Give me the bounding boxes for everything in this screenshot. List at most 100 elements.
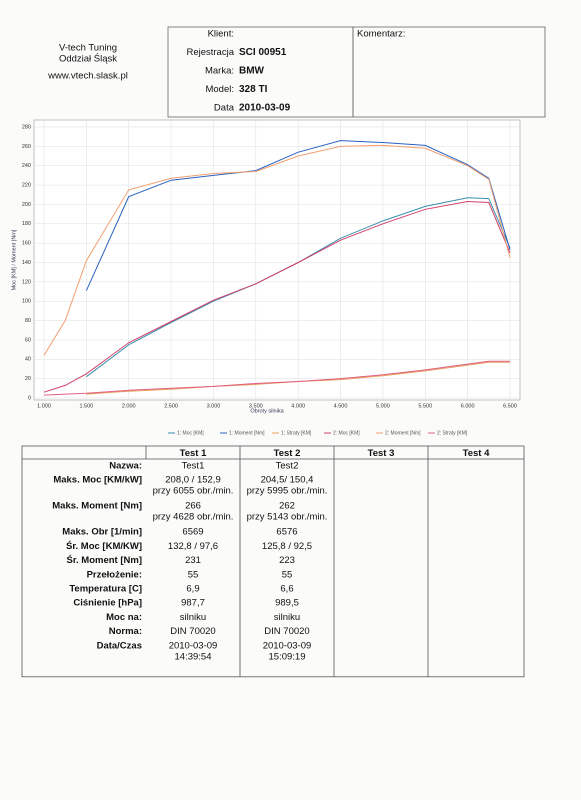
- series-line: [43, 200, 511, 393]
- y-tick-label: 140: [22, 260, 31, 266]
- field-value: SCI 00951: [239, 47, 287, 58]
- legend-label: 2: Straty [KM]: [437, 430, 468, 436]
- cell-text: 266: [185, 501, 201, 512]
- y-tick-label: 120: [22, 279, 31, 285]
- y-tick-label: 40: [25, 357, 31, 363]
- x-tick-label: 1.000: [37, 403, 51, 409]
- y-tick-label: 240: [22, 163, 31, 169]
- field-label: Model:: [205, 84, 234, 95]
- row-label: Maks. Moment [Nm]: [52, 501, 142, 512]
- field-value: 2010-03-09: [239, 103, 291, 114]
- cell-text: 2010-03-09: [169, 640, 218, 651]
- y-tick-label: 180: [22, 221, 31, 227]
- cell-text: silniku: [274, 612, 300, 623]
- field-label: Klient:: [208, 29, 234, 40]
- row-label: Śr. Moc [KM/KW]: [66, 540, 142, 552]
- column-header: Test 4: [463, 448, 490, 459]
- cell-text: 987,7: [181, 598, 205, 609]
- x-axis-label: Obroty silnika: [250, 408, 284, 414]
- legend-label: 1: Moment [Nm]: [229, 430, 265, 436]
- row-label: Moc na:: [106, 612, 142, 623]
- cell-text: 6569: [182, 527, 203, 538]
- series-line: [85, 140, 511, 291]
- cell-text: DIN 70020: [170, 626, 215, 637]
- row-label: Norma:: [109, 626, 142, 637]
- cell-text: 6576: [276, 527, 297, 538]
- series-line: [43, 144, 511, 356]
- row-label: Ciśnienie [hPa]: [73, 598, 142, 609]
- cell-text: Test2: [276, 461, 299, 472]
- field-value: 328 TI: [239, 84, 268, 95]
- y-tick-label: 0: [28, 395, 31, 401]
- cell-text: przy 5143 obr./min.: [247, 512, 328, 523]
- series-line: [43, 360, 510, 396]
- x-tick-label: 1.500: [79, 403, 93, 409]
- table-frame: [21, 445, 525, 678]
- cell-text: 55: [282, 569, 293, 580]
- y-tick-label: 60: [25, 337, 31, 343]
- legend-label: 2: Moment [Nm]: [385, 430, 421, 436]
- field-label: Rejestracja: [186, 47, 234, 58]
- cell-text: 6,6: [280, 584, 293, 595]
- x-tick-label: 4.500: [334, 403, 348, 409]
- field-label: Data: [214, 103, 235, 114]
- row-label: Śr. Moment [Nm]: [67, 554, 142, 566]
- row-label: Maks. Obr [1/min]: [62, 527, 142, 538]
- x-tick-label: 6.500: [503, 403, 517, 409]
- legend-label: 1: Moc [KM]: [177, 430, 204, 436]
- y-tick-label: 100: [22, 299, 31, 305]
- cell-text: 132,8 / 97,6: [168, 541, 218, 552]
- cell-text: 55: [188, 569, 199, 580]
- series-line: [86, 197, 511, 378]
- row-label: Data/Czas: [97, 640, 142, 651]
- cell-text: 6,9: [186, 584, 199, 595]
- x-tick-label: 6.000: [461, 403, 475, 409]
- x-tick-label: 2.000: [122, 403, 136, 409]
- column-header: Test 2: [274, 448, 301, 459]
- field-value: BMW: [239, 66, 265, 77]
- legend-label: 2: Moc [KM]: [333, 430, 360, 436]
- legend-label: 1: Straty [KM]: [281, 430, 312, 436]
- cell-text: 14:39:54: [175, 651, 212, 662]
- column-header: Test 1: [180, 448, 207, 459]
- cell-text: 208,0 / 152,9: [165, 475, 220, 486]
- branch: Oddział Śląsk: [59, 53, 117, 65]
- cell-text: przy 4628 obr./min.: [153, 512, 234, 523]
- y-tick-label: 260: [22, 144, 31, 150]
- cell-text: 204,5/ 150,4: [261, 475, 314, 486]
- row-label: Temperatura [C]: [69, 584, 142, 595]
- cell-text: 223: [279, 555, 295, 566]
- y-tick-label: 80: [25, 318, 31, 324]
- cell-text: 231: [185, 555, 201, 566]
- row-label: Nazwa:: [109, 461, 142, 472]
- cell-text: 15:09:19: [269, 651, 306, 662]
- x-tick-label: 2.500: [164, 403, 178, 409]
- y-tick-label: 20: [25, 376, 31, 382]
- cell-text: silniku: [180, 612, 206, 623]
- comment-box: [352, 26, 546, 118]
- x-tick-label: 3.500: [249, 403, 263, 409]
- y-tick-label: 160: [22, 241, 31, 247]
- x-tick-label: 5.500: [418, 403, 432, 409]
- y-tick-label: 280: [22, 124, 31, 130]
- cell-text: przy 6055 obr./min.: [153, 486, 234, 497]
- cell-text: 989,5: [275, 598, 299, 609]
- cell-text: 2010-03-09: [263, 640, 312, 651]
- cell-text: 125,8 / 92,5: [262, 541, 312, 552]
- row-label: Maks. Moc [KM/kW]: [53, 475, 142, 486]
- cell-text: Test1: [182, 461, 205, 472]
- plot-frame: [33, 119, 521, 401]
- y-axis-label: Moc [KM] / Moment [Nm]: [11, 229, 17, 290]
- field-label: Marka:: [205, 66, 234, 77]
- website: www.vtech.slask.pl: [47, 71, 128, 82]
- y-tick-label: 200: [22, 202, 31, 208]
- cell-text: przy 5995 obr./min.: [247, 486, 328, 497]
- y-tick-label: 220: [22, 183, 31, 189]
- cell-text: 262: [279, 501, 295, 512]
- cell-text: DIN 70020: [264, 626, 309, 637]
- x-tick-label: 3.000: [207, 403, 221, 409]
- x-tick-label: 4.000: [291, 403, 305, 409]
- comment-label: Komentarz:: [357, 29, 406, 40]
- x-tick-label: 5.000: [376, 403, 390, 409]
